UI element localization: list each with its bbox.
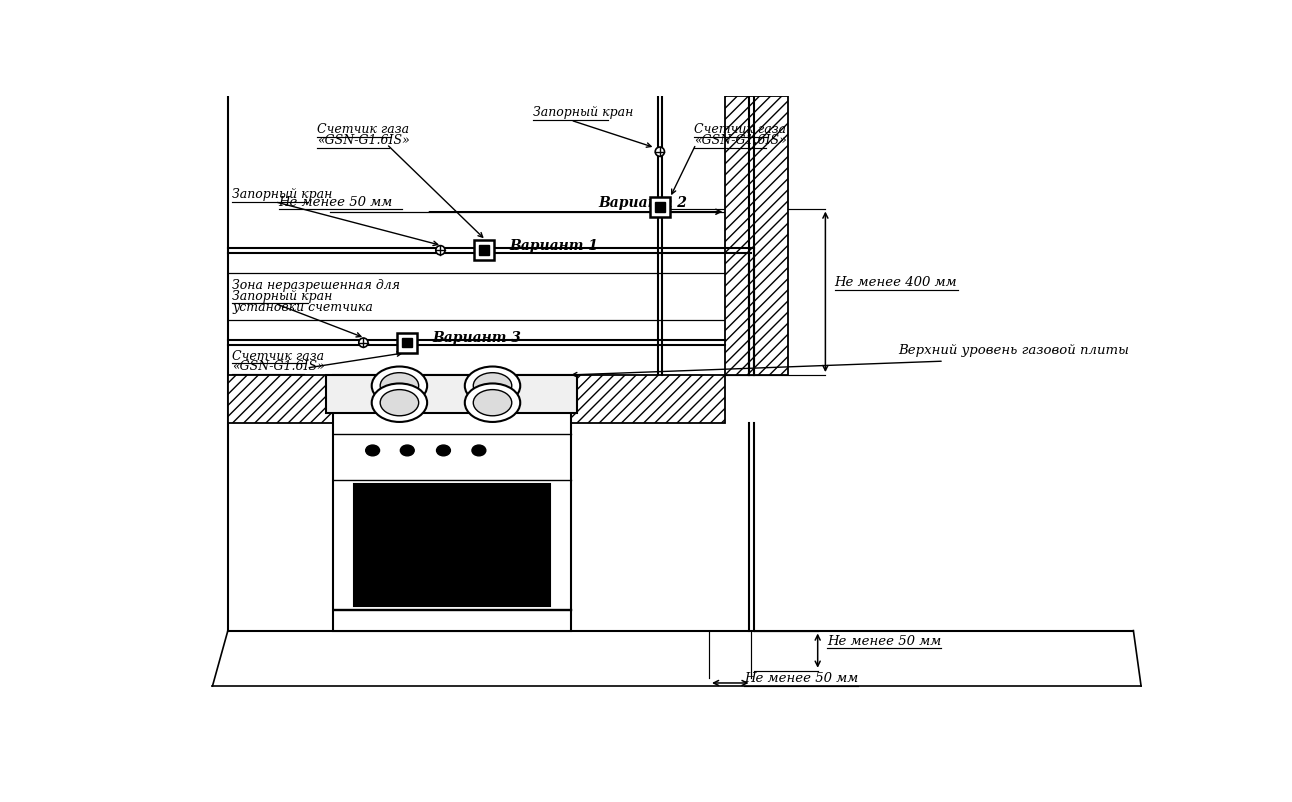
Text: «GSN-G1.6IS»: «GSN-G1.6IS»	[233, 360, 326, 374]
Text: Вариант 1: Вариант 1	[509, 239, 598, 253]
Text: «GSN-G1.6IS»: «GSN-G1.6IS»	[318, 134, 410, 147]
Ellipse shape	[372, 383, 428, 422]
Bar	[354, 484, 549, 606]
Ellipse shape	[380, 373, 419, 399]
Bar	[227, 375, 725, 423]
Ellipse shape	[380, 390, 419, 415]
Bar	[397, 333, 417, 353]
Text: Счетчик газа: Счетчик газа	[318, 124, 410, 136]
Bar	[327, 375, 578, 414]
Text: Запорный кран: Запорный кран	[233, 188, 333, 201]
Text: Не менее 400 мм: Не менее 400 мм	[835, 276, 957, 289]
Bar	[655, 202, 664, 212]
Circle shape	[655, 147, 664, 156]
Circle shape	[359, 338, 368, 347]
Ellipse shape	[372, 367, 428, 405]
Text: Запорный кран: Запорный кран	[233, 290, 333, 302]
Ellipse shape	[472, 445, 486, 456]
Circle shape	[435, 245, 444, 255]
Text: Вариант 2: Вариант 2	[598, 196, 687, 209]
Ellipse shape	[473, 373, 512, 399]
Ellipse shape	[465, 367, 521, 405]
Bar	[650, 197, 669, 217]
Text: Не менее 50 мм: Не менее 50 мм	[279, 196, 393, 209]
Ellipse shape	[437, 445, 451, 456]
Text: «GSN-G1.6IS»: «GSN-G1.6IS»	[695, 134, 787, 147]
Bar	[725, 96, 788, 375]
Text: Верхний уровень газовой плиты: Верхний уровень газовой плиты	[898, 343, 1129, 357]
Bar	[403, 338, 412, 347]
Bar	[474, 241, 495, 261]
Ellipse shape	[473, 390, 512, 415]
Text: Счетчик газа: Счетчик газа	[233, 350, 324, 363]
Text: установки счетчика: установки счетчика	[233, 301, 373, 314]
Ellipse shape	[401, 445, 415, 456]
Text: Счетчик газа: Счетчик газа	[695, 124, 787, 136]
Text: Вариант 3: Вариант 3	[433, 331, 522, 345]
Ellipse shape	[465, 383, 521, 422]
Bar	[479, 245, 490, 255]
Ellipse shape	[366, 445, 380, 456]
Text: Зона неразрешенная для: Зона неразрешенная для	[233, 279, 401, 292]
Bar	[332, 375, 571, 630]
Text: Запорный кран: Запорный кран	[532, 107, 633, 119]
Text: Не менее 50 мм: Не менее 50 мм	[744, 672, 858, 685]
Text: Не менее 50 мм: Не менее 50 мм	[827, 634, 941, 647]
